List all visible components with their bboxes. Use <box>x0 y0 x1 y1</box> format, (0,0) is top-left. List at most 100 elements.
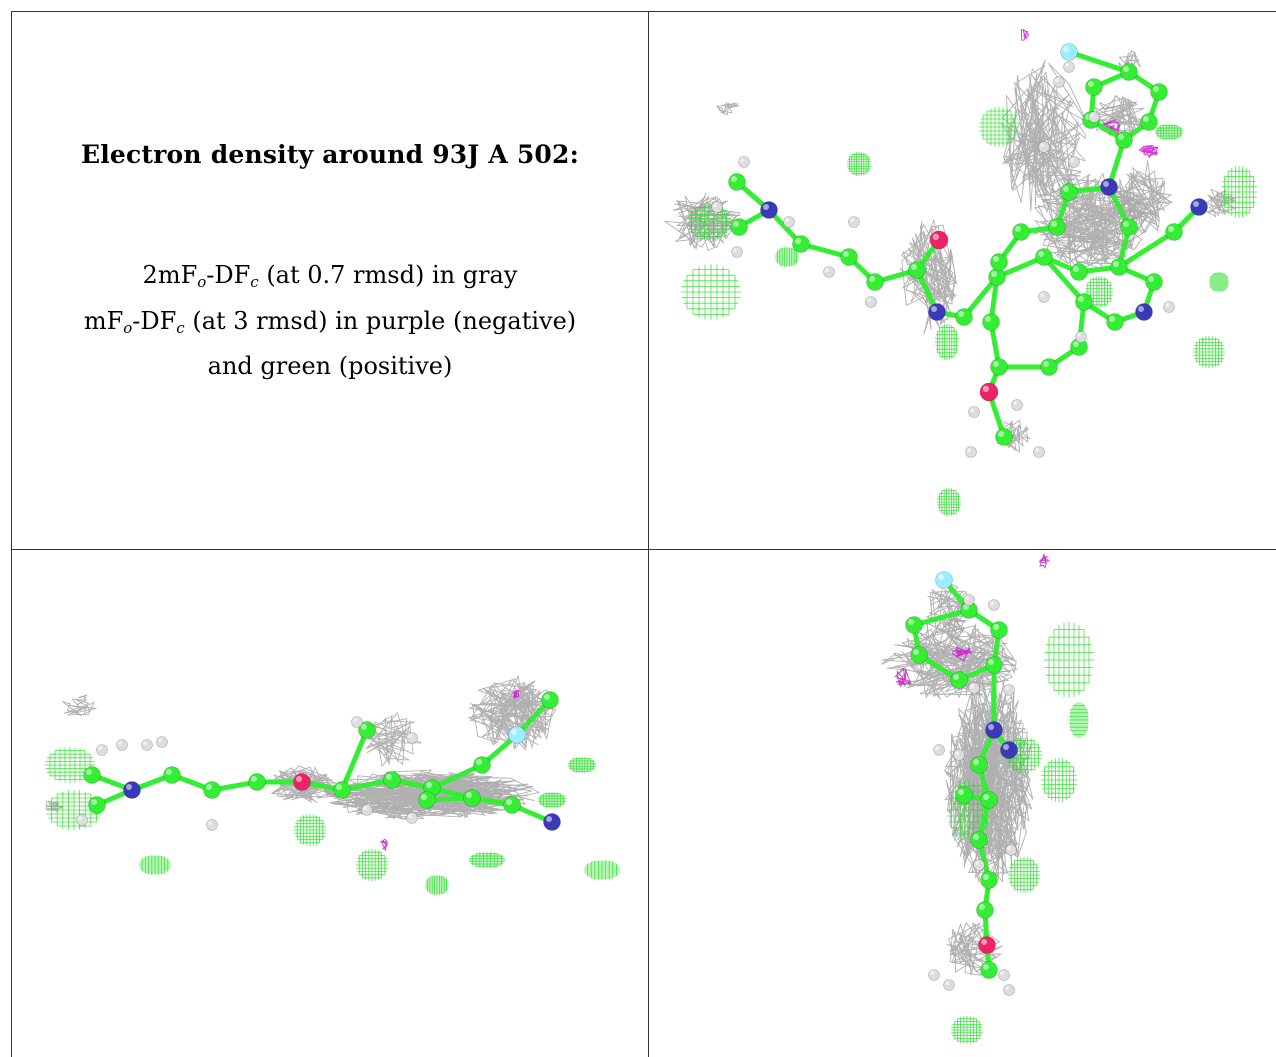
atom-hydrogen <box>156 736 168 748</box>
atom-carbon <box>248 773 266 791</box>
atom-carbon <box>358 721 376 739</box>
molecule-density-view <box>649 12 1276 549</box>
atom-carbon <box>728 173 746 191</box>
atom-carbon <box>840 248 858 266</box>
atom-hydrogen <box>968 406 980 418</box>
green-density-mesh <box>937 488 961 516</box>
atom-hydrogen <box>963 594 975 606</box>
atom-carbon <box>982 313 1000 331</box>
atom-carbon <box>1012 223 1030 241</box>
atom-oxygen <box>979 382 999 402</box>
green-density-mesh <box>538 792 566 808</box>
atom-fluorine <box>508 726 526 744</box>
atom-carbon <box>908 261 926 279</box>
green-density-mesh <box>425 875 449 895</box>
green-density-mesh <box>568 757 596 773</box>
green-density-mesh <box>584 860 620 880</box>
green-density-mesh <box>1044 622 1094 698</box>
atom-hydrogen <box>76 814 88 826</box>
atom-hydrogen <box>968 682 980 694</box>
atom-oxygen <box>978 936 996 954</box>
legend-line-green: and green (positive) <box>207 352 453 380</box>
atom-hydrogen <box>1038 141 1050 153</box>
green-density-mesh <box>775 247 799 267</box>
atom-carbon <box>463 789 481 807</box>
atom-carbon <box>541 691 559 709</box>
atom-hydrogen <box>943 979 955 991</box>
atom-carbon <box>792 235 810 253</box>
purple-density-mesh <box>511 689 520 699</box>
atom-carbon <box>985 656 1003 674</box>
green-density-mesh <box>469 852 505 868</box>
atom-carbon <box>730 218 748 236</box>
atom-hydrogen <box>96 744 108 756</box>
green-density-mesh <box>1193 336 1225 368</box>
green-density-mesh <box>1155 124 1183 140</box>
table-border-left <box>11 11 12 1057</box>
atom-nitrogen <box>1135 303 1153 321</box>
atom-hydrogen <box>1005 844 1017 856</box>
green-density-mesh <box>1209 272 1229 292</box>
atom-hydrogen <box>406 732 418 744</box>
green-density-mesh <box>979 107 1019 147</box>
purple-density-mesh <box>1020 28 1030 41</box>
atom-carbon <box>910 646 928 664</box>
atom-carbon <box>980 961 998 979</box>
atom-nitrogen <box>928 303 946 321</box>
atom-hydrogen <box>1088 111 1100 123</box>
atom-hydrogen <box>823 266 835 278</box>
gray-density-mesh <box>899 218 958 335</box>
atom-carbon <box>990 358 1008 376</box>
table-divider-horizontal <box>11 549 1276 550</box>
atom-hydrogen <box>1033 446 1045 458</box>
atom-carbon <box>960 601 978 619</box>
atom-carbon <box>1150 83 1168 101</box>
atom-carbon <box>988 268 1006 286</box>
purple-density-mesh <box>952 646 972 662</box>
green-density-mesh <box>1041 758 1077 802</box>
atom-hydrogen <box>1011 399 1023 411</box>
atom-carbon <box>473 756 491 774</box>
gray-density-mesh <box>363 712 422 768</box>
atom-hydrogen <box>953 749 965 761</box>
atom-nitrogen <box>1190 198 1208 216</box>
atom-nitrogen <box>760 201 778 219</box>
atom-carbon <box>990 621 1008 639</box>
atom-carbon <box>1165 223 1183 241</box>
purple-density-mesh <box>1038 552 1051 569</box>
atom-carbon <box>980 871 998 889</box>
atom-carbon <box>1070 338 1088 356</box>
atom-carbon <box>1145 273 1163 291</box>
green-density-mesh <box>681 264 741 320</box>
atom-carbon <box>970 756 988 774</box>
green-density-mesh <box>847 152 871 176</box>
atom-carbon <box>905 616 923 634</box>
atom-nitrogen <box>123 781 141 799</box>
gray-density-mesh <box>715 101 740 116</box>
atom-carbon <box>1110 258 1128 276</box>
caption-cell: Electron density around 93J A 502: 2mFo-… <box>12 12 648 549</box>
atom-carbon <box>955 786 973 804</box>
table-border-top <box>11 11 1276 12</box>
atom-carbon <box>1060 183 1078 201</box>
atom-carbon <box>163 766 181 784</box>
atom-hydrogen <box>116 739 128 751</box>
atom-hydrogen <box>738 156 750 168</box>
molecule-density-view-icon <box>663 28 1257 516</box>
legend-line-gray: 2mFo-DFc (at 0.7 rmsd) in gray <box>142 261 518 291</box>
table-divider-vertical <box>648 11 649 1057</box>
green-density-mesh <box>45 747 95 783</box>
green-density-mesh <box>1069 702 1089 738</box>
atom-carbon <box>1040 358 1058 376</box>
atom-carbon <box>970 831 988 849</box>
atom-hydrogen <box>1038 291 1050 303</box>
atom-hydrogen <box>998 969 1010 981</box>
atom-carbon <box>1140 113 1158 131</box>
atom-hydrogen <box>1053 76 1065 88</box>
molecule-density-side-view <box>12 550 648 1057</box>
gray-density-mesh <box>62 694 97 717</box>
atom-carbon <box>1075 293 1093 311</box>
atom-carbon <box>203 781 221 799</box>
atom-nitrogen <box>543 813 561 831</box>
purple-density-mesh <box>379 838 389 851</box>
